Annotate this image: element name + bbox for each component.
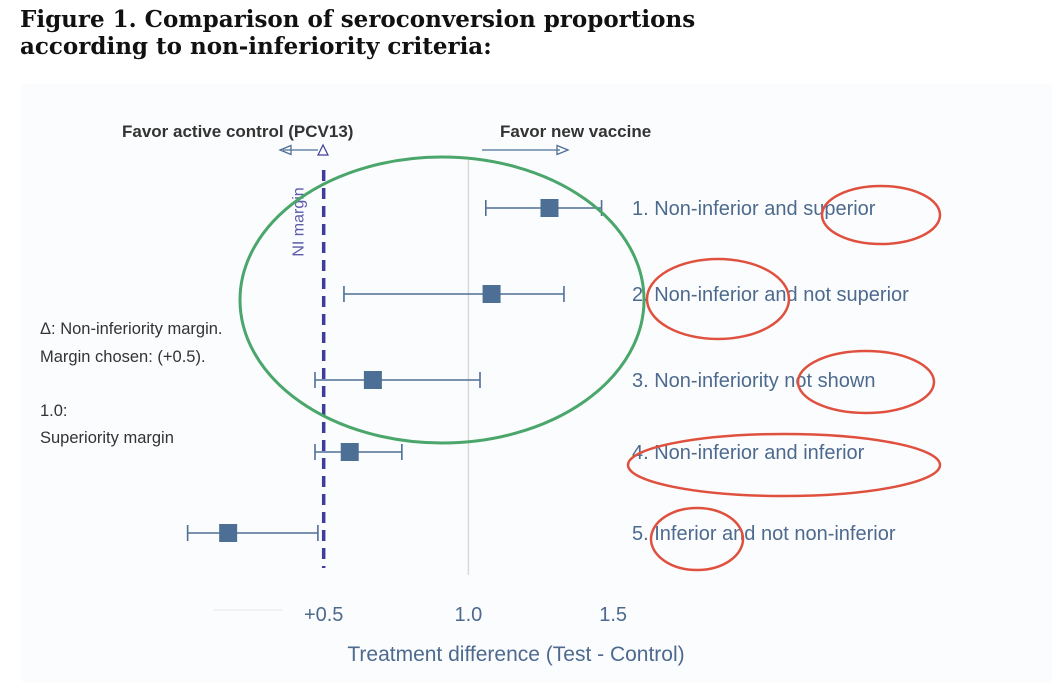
row-label: 1. Non-inferior and superior [632, 198, 876, 220]
point-estimate-marker [540, 199, 559, 217]
legend-line-2: Margin chosen: (+0.5). [40, 348, 206, 366]
x-tick-label: 1.0 [455, 604, 483, 626]
figure-title-line-1: Figure 1. Comparison of seroconversion p… [20, 6, 696, 33]
legend-line-1: Δ: Non-inferiority margin. [40, 320, 223, 338]
red-circle-not-shown [796, 349, 936, 415]
point-estimate-marker [482, 285, 501, 303]
red-circle-non-inferior [645, 257, 791, 341]
red-circle-non-inferior-and-inferior [626, 432, 942, 498]
favor-left-label: Favor active control (PCV13) [122, 122, 353, 141]
x-tick-label: 1.5 [599, 604, 627, 626]
point-estimate-marker [340, 443, 359, 461]
row-label: 4. Non-inferior and inferior [632, 442, 865, 464]
x-tick-label: +0.5 [304, 604, 343, 626]
plot-panel [22, 84, 1052, 682]
favor-right-label: Favor new vaccine [500, 122, 651, 141]
x-axis-ticks: +0.5 1.0 1.5 [304, 604, 627, 626]
figure-title-line-2: according to non-inferiority criteria: [20, 33, 492, 60]
ni-margin-label: NI margin [291, 187, 308, 256]
red-circle-inferior [649, 506, 745, 572]
legend-line-4: Superiority margin [40, 429, 174, 447]
forest-rows: 1. Non-inferior and superior 2. Non-infer… [186, 198, 909, 545]
green-annotation-circle [238, 155, 646, 445]
row-label: 5. Inferior and not non-inferior [632, 523, 896, 545]
red-circle-superior [820, 184, 942, 246]
point-estimate-marker [363, 371, 382, 389]
x-axis-title: Treatment difference (Test - Control) [347, 643, 684, 666]
legend-line-3: 1.0: [40, 402, 68, 420]
figure-title: Figure 1. Comparison of seroconversion p… [20, 6, 780, 60]
favor-left-arrow-icon [278, 144, 318, 156]
point-estimate-marker [219, 524, 238, 542]
favor-right-arrow-icon [482, 144, 570, 156]
delta-triangle-icon [317, 143, 329, 156]
row-label: 2. Non-inferior and not superior [632, 284, 909, 306]
row-label: 3. Non-inferiority not shown [632, 370, 875, 392]
